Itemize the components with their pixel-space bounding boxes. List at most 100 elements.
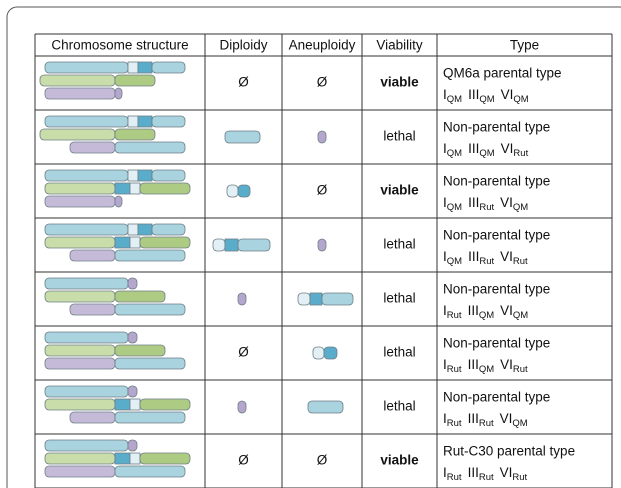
chromosome-segment <box>318 239 326 251</box>
chromosome-segment <box>45 278 128 289</box>
page: {"table": { "header": ["Chromosome struc… <box>0 0 621 488</box>
locus: VI <box>500 357 513 372</box>
chromosome-segment <box>40 75 115 86</box>
aneuploidy-cell: Ø <box>317 75 328 90</box>
chromosome-segment <box>45 466 115 477</box>
chromosome-segment <box>45 88 115 99</box>
viability-cell: lethal <box>383 129 415 144</box>
locus-origin: Rut <box>479 472 494 483</box>
chromosome-segment <box>140 453 190 464</box>
chromosome-segment <box>308 401 343 413</box>
locus-origin: QM <box>479 310 494 321</box>
chromosome-segment <box>115 358 185 369</box>
locus-origin: Rut <box>447 310 462 321</box>
chromosome-segment <box>238 293 246 305</box>
chromosome-segment <box>238 239 270 251</box>
locus: VI <box>500 249 513 264</box>
chromosome-segment <box>45 183 115 194</box>
aneuploidy-shape <box>318 131 326 143</box>
chromosome-segment <box>45 440 128 451</box>
chromosome-segment <box>322 293 353 305</box>
locus-origin: QM <box>479 94 494 105</box>
chromosome-segment <box>115 466 185 477</box>
viability-cell: viable <box>380 75 419 90</box>
chromosome-segment <box>115 250 185 261</box>
locus-origin: Rut <box>447 418 462 429</box>
chromosome-segment <box>313 347 324 359</box>
header-cell: Chromosome structure <box>51 38 188 53</box>
type-cell: Rut-C30 parental type <box>443 444 575 459</box>
locus: III <box>468 411 479 426</box>
chromosome-diagram <box>45 224 190 261</box>
chromosome-diagram <box>45 170 190 207</box>
chromosome-segment <box>138 116 152 127</box>
aneuploidy-cell: Ø <box>317 453 328 468</box>
header-cell: Diploidy <box>219 38 267 53</box>
chromosome-segment <box>115 399 130 410</box>
chromosome-segment <box>130 453 140 464</box>
locus-origin: Rut <box>479 202 494 213</box>
chromosome-segment <box>45 170 128 181</box>
type-cell: Non-parental type <box>443 336 550 351</box>
locus-origin: Rut <box>447 472 462 483</box>
chromosome-segment <box>45 237 115 248</box>
chromosome-segment <box>238 401 246 413</box>
chromosome-segment <box>128 386 137 397</box>
aneuploidy-shape <box>318 239 326 251</box>
chromosome-segment <box>310 293 322 305</box>
chromosome-segment <box>128 224 138 235</box>
locus-origin: Rut <box>479 418 494 429</box>
chromosome-segment <box>45 196 115 207</box>
locus-origin: QM <box>512 418 527 429</box>
chromosome-segment <box>138 62 152 73</box>
chromosome-segment <box>115 183 130 194</box>
locus-origin: QM <box>447 256 462 267</box>
locus: III <box>468 249 479 264</box>
chromosome-segment <box>138 170 152 181</box>
diploidy-cell: Ø <box>238 453 249 468</box>
genotype: IQMIIIRutVIQM <box>443 195 528 213</box>
locus-origin: QM <box>447 202 462 213</box>
viability-cell: viable <box>380 183 419 198</box>
chromosome-segment <box>115 196 122 207</box>
chromosome-segment <box>128 332 137 343</box>
chromosome-diagram <box>45 440 190 477</box>
locus: VI <box>500 465 513 480</box>
chromosome-segment <box>45 453 115 464</box>
locus: VI <box>501 141 514 156</box>
locus: VI <box>500 411 513 426</box>
locus-origin: QM <box>513 94 528 105</box>
figure: Chromosome structureDiploidyAneuploidyVi… <box>0 0 621 488</box>
locus: III <box>468 357 479 372</box>
chromosome-segment <box>152 116 185 127</box>
chromosome-diagram <box>45 278 185 315</box>
diploidy-shape <box>227 185 250 197</box>
chromosome-segment <box>115 453 130 464</box>
chromosome-segment <box>213 239 225 251</box>
chromosome-segment <box>227 185 238 197</box>
chromosome-segment <box>70 412 115 423</box>
chromosome-segment <box>298 293 310 305</box>
chromosome-segment <box>152 170 185 181</box>
locus: III <box>468 87 479 102</box>
chromosome-segment <box>45 62 128 73</box>
chromosome-segment <box>140 183 190 194</box>
locus-origin: QM <box>447 94 462 105</box>
chromosome-diagram <box>45 386 190 423</box>
genotype: IQMIIIQMVIQM <box>443 87 529 105</box>
locus-origin: QM <box>479 148 494 159</box>
locus-origin: Rut <box>513 148 528 159</box>
aneuploidy-shape <box>313 347 337 359</box>
type-cell: QM6a parental type <box>443 66 562 81</box>
chromosome-segment <box>128 440 137 451</box>
locus-origin: QM <box>513 310 528 321</box>
chromosome-segment <box>115 142 185 153</box>
genotype: IRutIIIRutVIQM <box>443 411 528 429</box>
chromosome-segment <box>128 116 138 127</box>
locus: III <box>468 303 479 318</box>
chromosome-segment <box>115 129 155 140</box>
viability-cell: viable <box>380 453 419 468</box>
chromosome-segment <box>130 399 140 410</box>
